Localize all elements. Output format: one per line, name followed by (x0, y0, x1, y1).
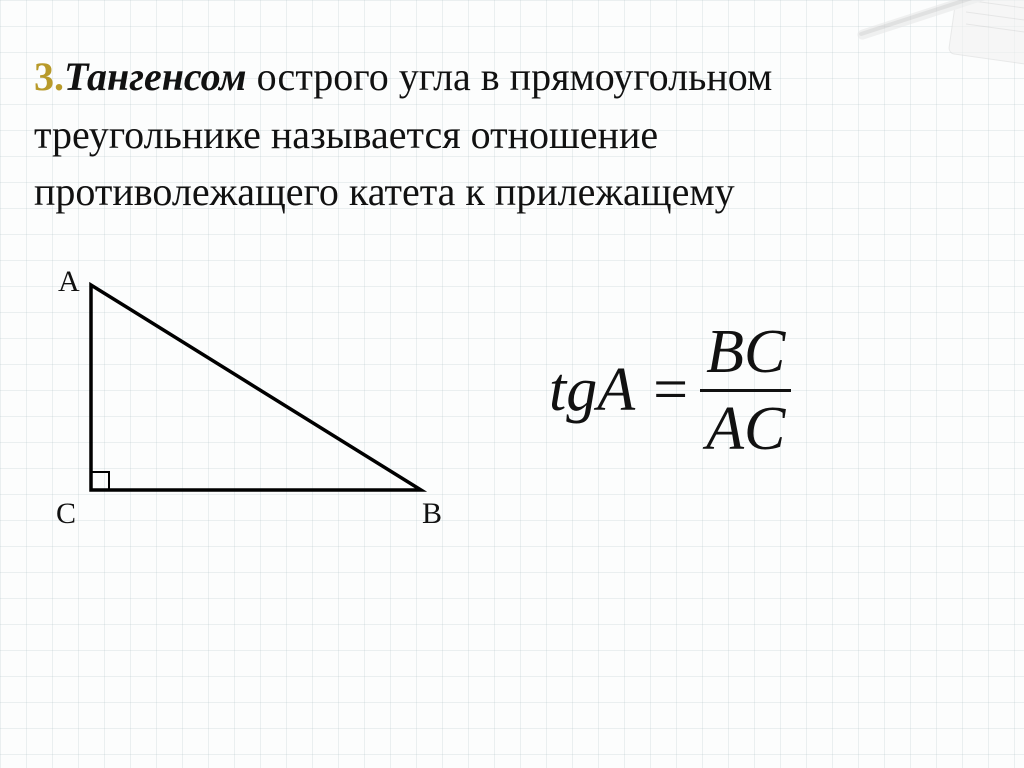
formula-equals: = (653, 359, 688, 421)
definition-rest-1: острого угла в прямоугольном (247, 54, 773, 99)
fraction-bar (700, 389, 791, 392)
triangle-diagram (76, 275, 456, 525)
definition-term: Тангенсом (64, 54, 247, 99)
figure-area: A C B tgA = BC AC (34, 271, 964, 651)
formula-lhs: tgA (549, 359, 635, 421)
definition-number: 3. (34, 54, 64, 99)
vertex-label-b: B (422, 497, 442, 531)
definition-line-2: треугольнике называется отношение (34, 112, 658, 157)
definition-line-3: противолежащего катета к прилежащему (34, 169, 735, 214)
vertex-label-a: A (58, 265, 80, 299)
tangent-formula: tgA = BC AC (549, 319, 791, 462)
definition-text: 3.Тангенсом острого угла в прямоугольном… (34, 48, 964, 221)
formula-fraction: BC AC (700, 319, 791, 462)
vertex-label-c: C (56, 497, 76, 531)
formula-numerator: BC (700, 319, 791, 385)
formula-denominator: AC (700, 396, 791, 462)
